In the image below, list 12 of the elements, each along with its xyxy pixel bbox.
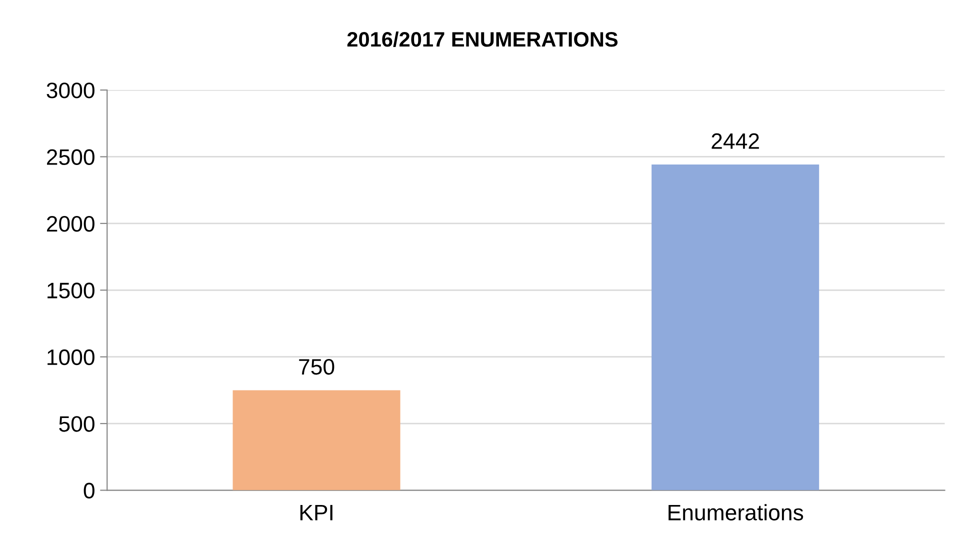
- x-tick-label: Enumerations: [668, 504, 804, 520]
- y-tick-label: 3000: [46, 82, 94, 98]
- y-tick-label: 1000: [48, 349, 94, 366]
- x-tick-label: KPI: [300, 504, 332, 520]
- chart-title: 2016/2017 ENUMERATIONS: [347, 31, 618, 47]
- data-label: 750: [299, 358, 334, 375]
- y-tick-label: 1500: [48, 282, 94, 298]
- y-tick-label: 500: [59, 416, 94, 432]
- y-tick-label: 2000: [46, 216, 94, 232]
- y-tick-label: 0: [84, 482, 94, 499]
- y-tick-label: 2500: [46, 149, 94, 166]
- data-label: 2442: [712, 133, 759, 149]
